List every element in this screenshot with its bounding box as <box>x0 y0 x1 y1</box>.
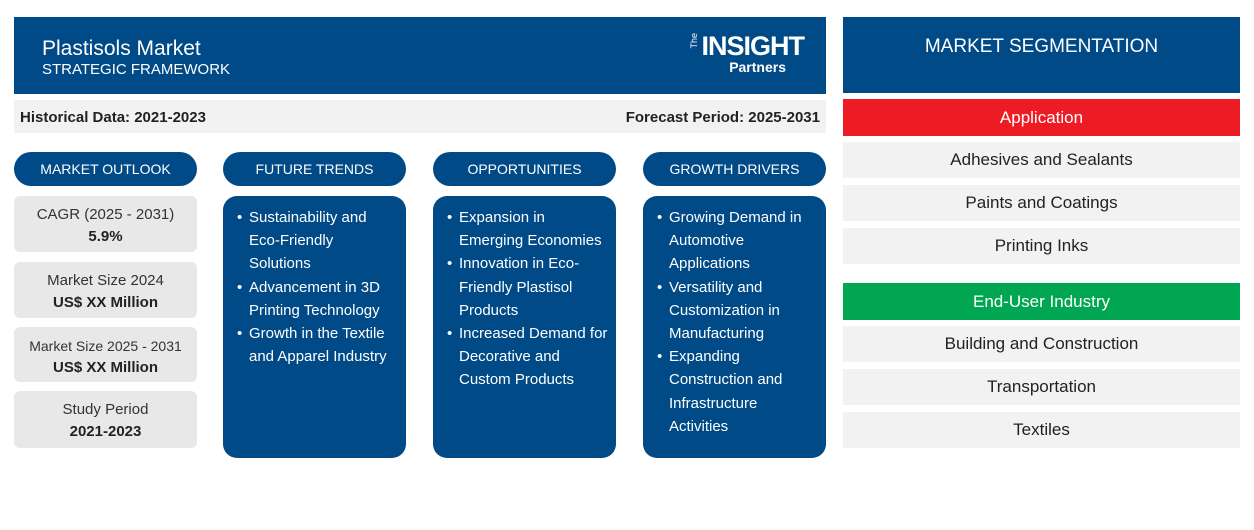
page-title: Plastisols Market <box>42 37 201 60</box>
stat-value: 2021-2023 <box>69 423 142 440</box>
segmentation-title: MARKET SEGMENTATION <box>843 17 1240 93</box>
segment-item: Adhesives and Sealants <box>843 142 1240 178</box>
list-item: Advancement in 3D Printing Technology <box>237 276 398 322</box>
insight-partners-logo: TheINSIGHT Partners <box>689 31 805 75</box>
list-item: Versatility and Customization in Manufac… <box>657 276 818 346</box>
forecast-period: Forecast Period: 2025-2031 <box>625 109 820 126</box>
growth-drivers-heading: GROWTH DRIVERS <box>643 152 826 186</box>
growth-drivers-list: Growing Demand in Automotive Application… <box>643 196 826 458</box>
list-item: Growing Demand in Automotive Application… <box>657 206 818 276</box>
stat-study-period: Study Period 2021-2023 <box>14 391 197 448</box>
stat-value: 5.9% <box>88 228 123 245</box>
historical-data: Historical Data: 2021-2023 <box>20 109 206 126</box>
list-item: Expanding Construction and Infrastructur… <box>657 345 818 438</box>
logo-the: The <box>689 33 700 49</box>
stat-label: Market Size 2025 - 2031 <box>29 338 182 354</box>
segment-item: Paints and Coatings <box>843 185 1240 221</box>
segment-end-user-industry: End-User Industry <box>843 283 1240 320</box>
list-item: Growth in the Textile and Apparel Indust… <box>237 322 398 368</box>
list-item: Expansion in Emerging Economies <box>447 206 608 252</box>
list-item: Sustainability and Eco-Friendly Solution… <box>237 206 398 276</box>
stat-value: US$ XX Million <box>52 294 158 311</box>
stat-label: CAGR (2025 - 2031) <box>36 206 175 223</box>
stat-label: Study Period <box>62 401 149 418</box>
market-outlook-heading: MARKET OUTLOOK <box>14 152 197 186</box>
logo-main: INSIGHT <box>701 31 805 61</box>
opportunities-list: Expansion in Emerging Economies Innovati… <box>433 196 616 458</box>
segment-item: Printing Inks <box>843 228 1240 264</box>
future-trends-list: Sustainability and Eco-Friendly Solution… <box>223 196 406 458</box>
header-banner: Plastisols Market STRATEGIC FRAMEWORK Th… <box>14 17 826 94</box>
opportunities-heading: OPPORTUNITIES <box>433 152 616 186</box>
list-item: Innovation in Eco-Friendly Plastisol Pro… <box>447 252 608 322</box>
future-trends-heading: FUTURE TRENDS <box>223 152 406 186</box>
stat-market-size-2024: Market Size 2024 US$ XX Million <box>14 262 197 318</box>
logo-sub: Partners <box>729 59 786 75</box>
segment-item: Textiles <box>843 412 1240 448</box>
info-bar: Historical Data: 2021-2023 Forecast Peri… <box>14 100 826 133</box>
stat-cagr: CAGR (2025 - 2031) 5.9% <box>14 196 197 252</box>
segment-item: Transportation <box>843 369 1240 405</box>
stat-market-size-forecast: Market Size 2025 - 2031 US$ XX Million <box>14 327 197 382</box>
page-subtitle: STRATEGIC FRAMEWORK <box>42 61 231 78</box>
stat-label: Market Size 2024 <box>47 272 164 289</box>
stat-value: US$ XX Million <box>52 359 158 376</box>
segment-application: Application <box>843 99 1240 136</box>
list-item: Increased Demand for Decorative and Cust… <box>447 322 608 392</box>
segment-item: Building and Construction <box>843 326 1240 362</box>
